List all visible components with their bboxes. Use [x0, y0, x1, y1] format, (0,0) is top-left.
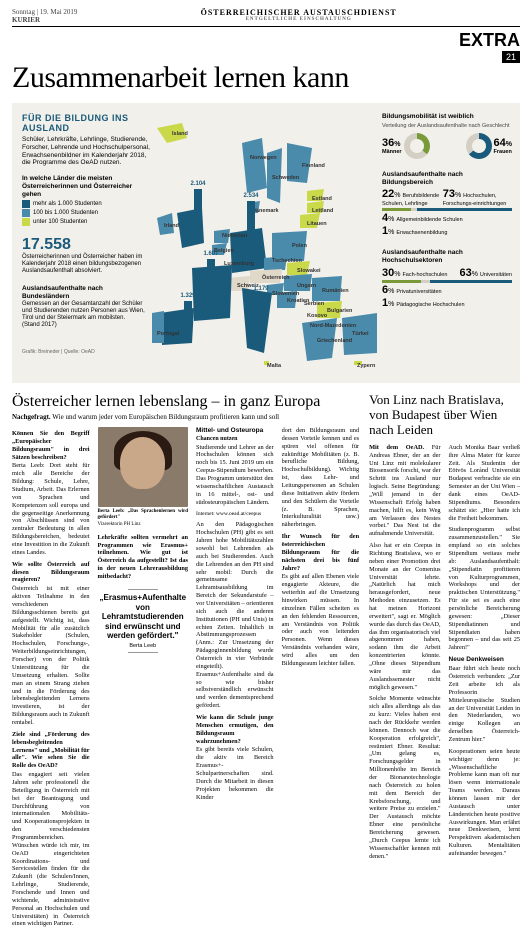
column-2: Berta Leeb: „Das Sprachenlernen wird gef… [98, 427, 188, 932]
column-4: dort den Bildungsraum und dessen Vorteil… [282, 427, 360, 932]
hochschul-stat: Auslandsaufenthalte nach Hochschulsektor… [382, 249, 512, 309]
infographic: FÜR DIE BILDUNG INS AUSLAND Schüler, Leh… [12, 103, 520, 383]
article-right: Von Linz nach Bratislava, von Budapest ü… [369, 393, 520, 932]
column-1: Können Sie den Begriff „Europäischer Bil… [12, 427, 90, 932]
gender-stat: Bildungsmobilität ist weiblich Verteilun… [382, 113, 512, 159]
page-number: 21 [502, 51, 520, 63]
article-left-title: Österreicher lernen lebenslang – in ganz… [12, 393, 359, 411]
europe-map: IslandNorwegenSchwedenFinnlandDänemarkIr… [152, 113, 382, 373]
article-right-title: Von Linz nach Bratislava, von Budapest ü… [369, 393, 520, 438]
pull-quote: „Erasmus+Aufenthalte von Lehramtstudiere… [100, 589, 186, 654]
main-headline: Zusammenarbeit lernen kann [12, 61, 520, 95]
dateline: Sonntag | 19. Mai 2019KURIER ÖSTERREICHI… [12, 8, 520, 27]
bildungsbereich-stat: Auslandsaufenthalte nach Bildungsbereich… [382, 171, 512, 238]
stat-bignum: 17.558 [22, 236, 152, 254]
column-3: Mittel- und Osteuropa Chancen nutzen Stu… [196, 427, 274, 932]
section-label: EXTRA [12, 30, 520, 51]
paper-name: KURIER [12, 16, 40, 24]
infographic-title: FÜR DIE BILDUNG INS AUSLAND [22, 113, 152, 133]
portrait-photo [98, 427, 188, 507]
kicker: Nachgefragt. Wie und warum jeder vom Eur… [12, 413, 359, 421]
